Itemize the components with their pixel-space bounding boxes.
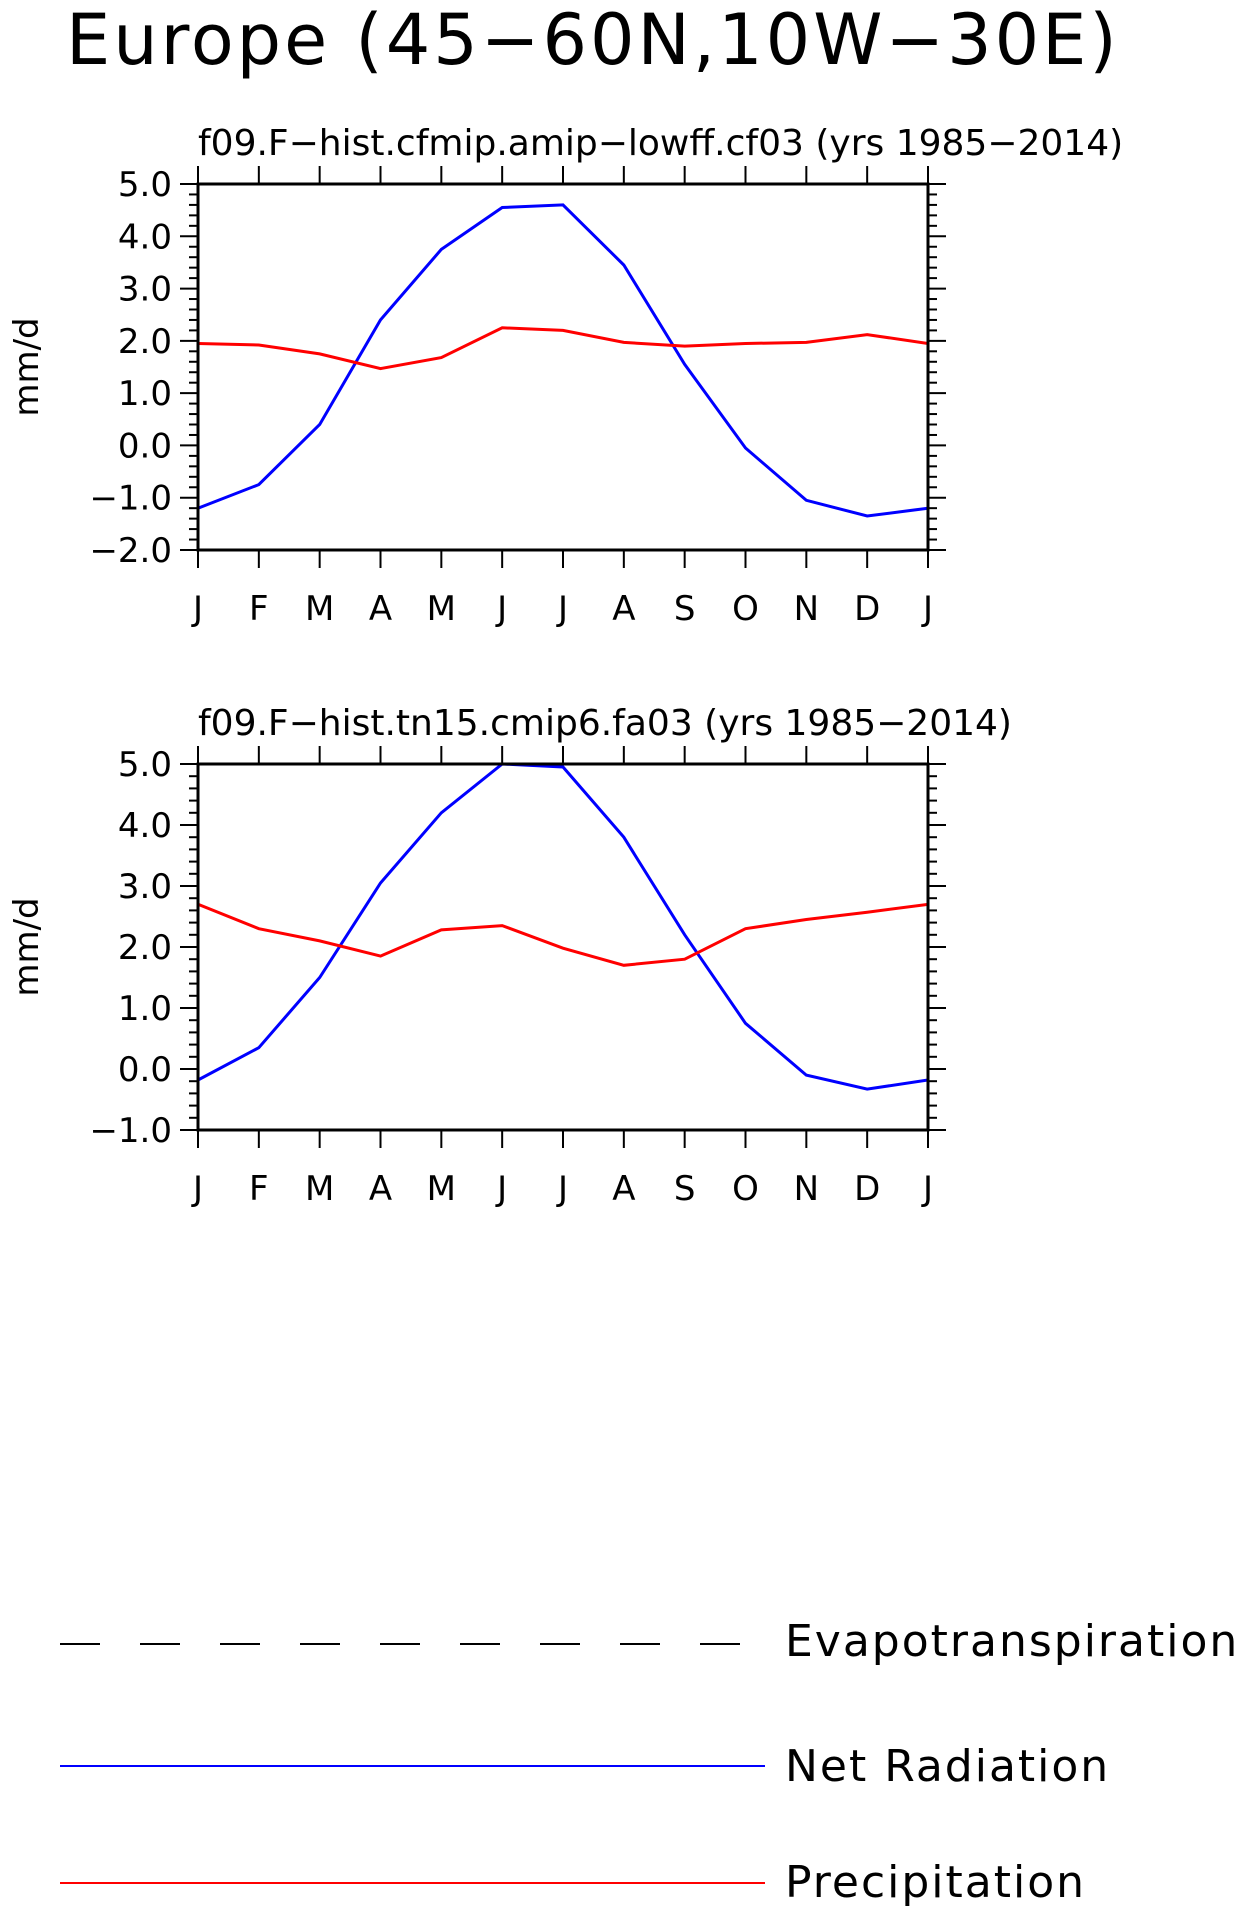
y-tick-label: 5.0: [118, 745, 172, 785]
x-tick-label: J: [556, 1169, 568, 1209]
x-tick-label: A: [369, 589, 392, 629]
x-tick-label: A: [612, 589, 635, 629]
legend-item-precipitation: Precipitation: [60, 1857, 1086, 1908]
x-tick-label: D: [854, 1169, 880, 1209]
panel-title: f09.F−hist.cfmip.amip−lowff.cf03 (yrs 19…: [198, 123, 1123, 164]
y-tick-label: 3.0: [118, 867, 172, 907]
y-tick-label: 4.0: [118, 217, 172, 257]
legend-item-evapotranspiration: Evapotranspiration: [60, 1616, 1239, 1667]
series-line-precipitation: [198, 326, 928, 371]
x-tick-label: M: [427, 1169, 456, 1209]
plot-frame: [196, 182, 930, 552]
y-tick-label: 1.0: [118, 989, 172, 1029]
y-tick-label: −1.0: [89, 1111, 172, 1151]
y-tick-label: −2.0: [89, 531, 172, 571]
y-axis-label: mm/d: [7, 317, 47, 416]
x-tick-label: J: [495, 589, 507, 629]
y-tick-label: 4.0: [118, 806, 172, 846]
y-axis-label: mm/d: [7, 897, 47, 996]
chart-panel-top: f09.F−hist.cfmip.amip−lowff.cf03 (yrs 19…: [7, 123, 1123, 629]
x-tick-label: F: [249, 1169, 269, 1209]
x-tick-label: O: [732, 589, 759, 629]
x-tick-label: M: [427, 589, 456, 629]
y-tick-label: 1.0: [118, 374, 172, 414]
y-tick-label: 3.0: [118, 270, 172, 310]
x-tick-label: J: [921, 589, 933, 629]
x-tick-label: S: [674, 1169, 696, 1209]
legend-label-evapotranspiration: Evapotranspiration: [785, 1616, 1239, 1667]
x-tick-label: J: [556, 589, 568, 629]
x-tick-label: D: [854, 589, 880, 629]
plot-frame: [196, 762, 930, 1132]
panel-title: f09.F−hist.tn15.cmip6.fa03 (yrs 1985−201…: [198, 703, 1012, 744]
x-tick-label: N: [794, 1169, 819, 1209]
x-tick-label: A: [369, 1169, 392, 1209]
x-tick-label: N: [794, 589, 819, 629]
series-line-precipitation: [198, 902, 928, 967]
y-tick-label: −1.0: [89, 479, 172, 519]
y-tick-label: 5.0: [118, 165, 172, 205]
x-tick-label: J: [191, 1169, 203, 1209]
x-tick-label: J: [921, 1169, 933, 1209]
legend-label-precipitation: Precipitation: [785, 1857, 1086, 1908]
chart-panel-bottom: f09.F−hist.tn15.cmip6.fa03 (yrs 1985−201…: [7, 703, 1012, 1209]
x-tick-label: O: [732, 1169, 759, 1209]
x-tick-label: A: [612, 1169, 635, 1209]
legend-item-net-radiation: Net Radiation: [60, 1741, 1110, 1792]
y-tick-label: 0.0: [118, 1050, 172, 1090]
legend: Evapotranspiration Net Radiation Precipi…: [60, 1616, 1239, 1908]
x-tick-label: M: [305, 589, 334, 629]
x-tick-label: J: [191, 589, 203, 629]
x-tick-label: F: [249, 589, 269, 629]
x-tick-label: J: [495, 1169, 507, 1209]
legend-label-net-radiation: Net Radiation: [785, 1741, 1110, 1792]
y-tick-label: 0.0: [118, 426, 172, 466]
x-tick-label: M: [305, 1169, 334, 1209]
y-tick-label: 2.0: [118, 322, 172, 362]
y-tick-label: 2.0: [118, 928, 172, 968]
figure-title: Europe (45−60N,10W−30E): [66, 0, 1120, 81]
series-line-net-radiation: [198, 203, 928, 518]
x-tick-label: S: [674, 589, 696, 629]
series-line-net-radiation: [198, 764, 928, 1091]
